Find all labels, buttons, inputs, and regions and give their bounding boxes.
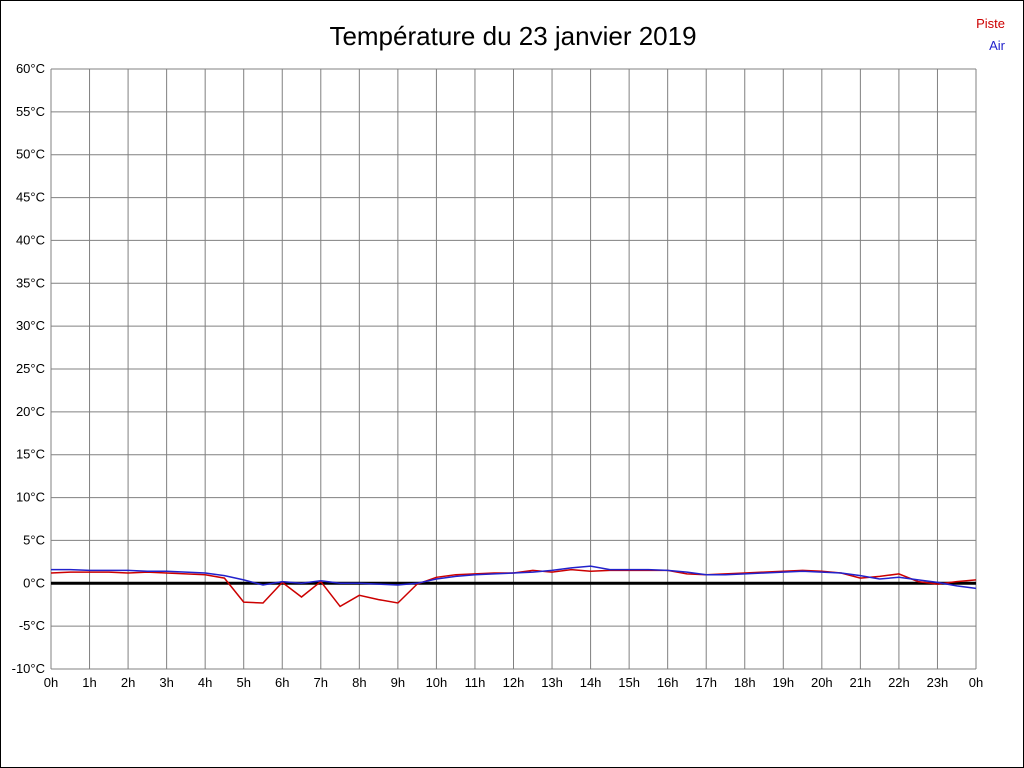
x-axis-label: 7h <box>314 675 328 690</box>
x-axis-label: 9h <box>391 675 405 690</box>
x-axis-label: 5h <box>236 675 250 690</box>
chart-legend: Piste Air <box>976 13 1005 57</box>
y-axis-label: 60°C <box>16 61 45 76</box>
chart-title: Température du 23 janvier 2019 <box>329 21 697 51</box>
x-axis-label: 12h <box>503 675 525 690</box>
x-axis-label: 8h <box>352 675 366 690</box>
y-axis-label: 20°C <box>16 404 45 419</box>
legend-piste-label: Piste <box>976 16 1005 31</box>
y-axis-label: 10°C <box>16 490 45 505</box>
x-axis-label: 0h <box>44 675 58 690</box>
x-axis-label: 22h <box>888 675 910 690</box>
air-line <box>51 565 977 590</box>
x-axis-label: 21h <box>850 675 872 690</box>
x-axis-label: 16h <box>657 675 679 690</box>
y-axis-label: -10°C <box>12 661 45 676</box>
x-axis-label: 0h <box>969 675 983 690</box>
x-axis-label: 1h <box>82 675 96 690</box>
y-axis-label: 40°C <box>16 232 45 247</box>
x-axis-label: 17h <box>695 675 717 690</box>
x-axis-label: 3h <box>159 675 173 690</box>
y-axis-label: 50°C <box>16 147 45 162</box>
y-axis-label: 25°C <box>16 361 45 376</box>
x-axis-label: 13h <box>541 675 563 690</box>
x-axis-label: 20h <box>811 675 833 690</box>
x-axis-label: 11h <box>465 675 486 690</box>
x-axis-label: 2h <box>121 675 135 690</box>
x-axis-label: 6h <box>275 675 289 690</box>
legend-air-label: Air <box>989 38 1005 53</box>
x-axis-label: 10h <box>426 675 448 690</box>
y-axis-label: 45°C <box>16 190 45 205</box>
x-axis-label: 19h <box>772 675 794 690</box>
y-axis-label: -5°C <box>19 618 45 633</box>
y-axis-label: 5°C <box>23 532 45 547</box>
x-axis-label: 4h <box>198 675 212 690</box>
y-axis-label: 55°C <box>16 104 45 119</box>
y-axis-label: 0°C <box>23 575 45 590</box>
x-axis-label: 23h <box>927 675 949 690</box>
y-axis-label: 30°C <box>16 318 45 333</box>
x-axis-label: 15h <box>618 675 640 690</box>
x-axis-label: 14h <box>580 675 602 690</box>
x-axis-label: 18h <box>734 675 756 690</box>
y-axis-label: 35°C <box>16 275 45 290</box>
y-axis-label: 15°C <box>16 447 45 462</box>
